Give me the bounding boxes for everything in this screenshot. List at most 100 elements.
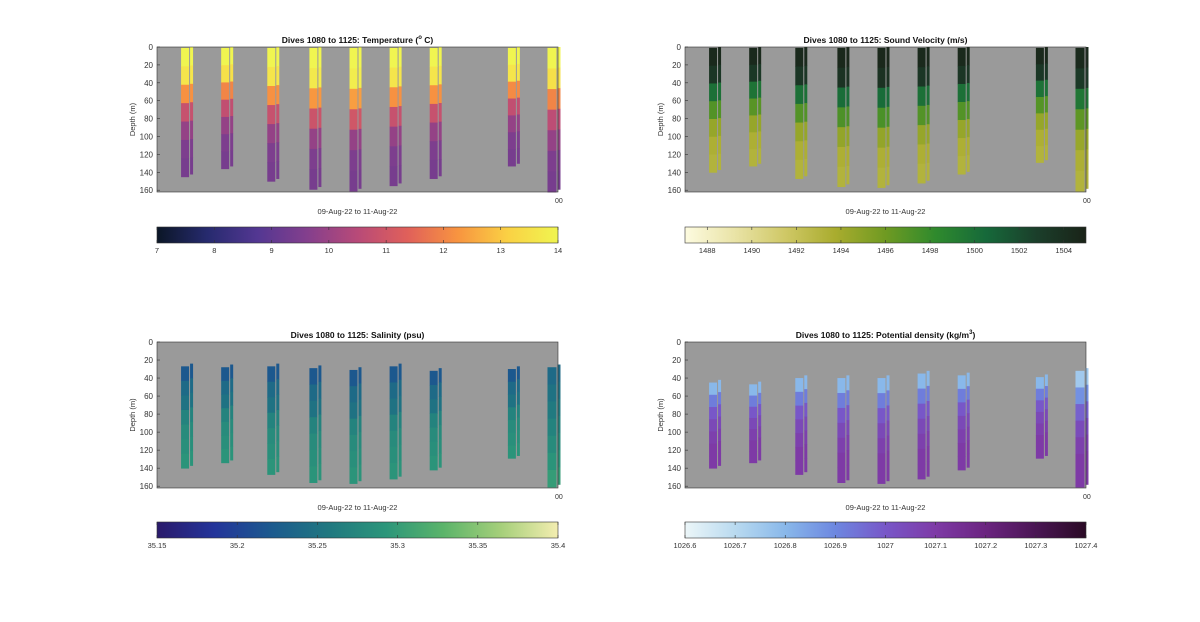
profile-cell (516, 442, 520, 456)
profile-cell (957, 138, 966, 157)
profile-cell (917, 433, 926, 450)
profile-cell (221, 82, 230, 101)
profile-cell (349, 451, 358, 468)
profile-cell (877, 423, 886, 439)
profile-cell (709, 154, 718, 173)
profile-cell (1044, 128, 1048, 146)
profile-cell (507, 381, 516, 395)
profile-cell (1075, 68, 1085, 90)
profile-cell (846, 146, 850, 167)
profile-cell (795, 47, 804, 67)
profile-cell (349, 434, 358, 452)
profile-cell (1075, 437, 1085, 455)
profile-cell (547, 109, 557, 131)
profile-cell (309, 368, 318, 385)
profile-cell (1035, 129, 1044, 147)
chart-panel-1: 0 20 40 60 80 100 120 140 160 Depth (m) Dives 1080… (128, 35, 563, 255)
profile-cell (966, 101, 970, 120)
profile-cell (318, 414, 322, 432)
chart-title-suffix: C) (422, 35, 434, 45)
profile-cell (804, 416, 808, 431)
profile-cell (267, 443, 276, 460)
profile-cell (917, 388, 926, 405)
profile-cell (749, 429, 758, 441)
profile-cell (181, 139, 190, 159)
profile-cell (957, 456, 966, 471)
profile-cell (309, 384, 318, 402)
profile-cell (429, 399, 438, 414)
profile-cell (966, 399, 970, 414)
profile-cell (926, 400, 930, 417)
dive-profile (1035, 47, 1048, 163)
colorbar-tick-label: 1027 (877, 541, 894, 550)
profile-cell (230, 98, 234, 117)
profile-cell (1044, 145, 1048, 161)
profile-cell (804, 103, 808, 123)
profile-cell (804, 444, 808, 459)
profile-cell (507, 420, 516, 434)
profile-cell (389, 47, 398, 68)
profile-cell (318, 463, 322, 481)
profile-cell (1075, 170, 1085, 192)
profile-cell (190, 378, 194, 394)
y-tick-label: 80 (672, 115, 681, 124)
profile-cell (877, 408, 886, 424)
profile-cell (309, 449, 318, 467)
profile-cell (516, 404, 520, 418)
profile-cell (1044, 397, 1048, 410)
profile-cell (795, 419, 804, 434)
profile-cell (358, 448, 362, 465)
profile-cell (837, 47, 846, 69)
profile-cell (230, 64, 234, 82)
profile-cell (846, 435, 850, 451)
colorbar-tick-label: 1504 (1055, 246, 1072, 255)
profile-cell (1035, 400, 1044, 413)
profile-cell (718, 118, 722, 137)
profile-cell (276, 440, 280, 457)
profile-cell (837, 127, 846, 148)
profile-cell (276, 409, 280, 426)
colorbar-tick-label: 1026.8 (774, 541, 797, 550)
profile-cell (957, 402, 966, 417)
axes-frame (156, 341, 559, 489)
profile-cell (795, 66, 804, 86)
dive-profile (181, 363, 194, 469)
profile-cell (190, 120, 194, 140)
profile-cell (877, 107, 886, 129)
profile-cell (309, 88, 318, 109)
y-tick-label: 0 (677, 338, 682, 347)
colorbar-tick-label: 35.15 (148, 541, 167, 550)
profile-cell (358, 47, 362, 68)
dive-profile (221, 47, 234, 170)
profile-cell (547, 469, 557, 488)
profile-cell (507, 407, 516, 421)
profile-cell (926, 431, 930, 447)
chart-panel-3: 0 20 40 60 80 100 120 140 160 Depth (m) Dives 1080… (128, 330, 565, 550)
profile-cell (276, 123, 280, 143)
profile-cell (190, 407, 194, 423)
profile-cell (267, 366, 276, 383)
profile-cell (966, 426, 970, 441)
profile-cell (718, 453, 722, 466)
profile-cell (181, 158, 190, 178)
profile-cell (438, 140, 442, 160)
y-tick-label: 160 (140, 482, 154, 491)
profile-cell (1085, 67, 1089, 89)
colorbar-tick-label: 35.3 (390, 541, 405, 550)
profile-cell (516, 391, 520, 405)
profile-cell (917, 463, 926, 480)
profile-cell (804, 65, 808, 85)
profile-cell (926, 416, 930, 432)
x-axis-label: 09-Aug-22 to 11-Aug-22 (318, 207, 398, 216)
colorbar-tick-label: 35.2 (230, 541, 245, 550)
profile-cell (190, 157, 194, 175)
dive-profile (221, 364, 234, 464)
profile-cell (516, 63, 520, 82)
profile-cell (398, 411, 402, 429)
profile-cell (318, 87, 322, 109)
dive-profile (267, 47, 280, 182)
chart-panel-2: 0 20 40 60 80 100 120 140 160 Depth (m) Dives 1080… (656, 35, 1091, 255)
profile-cell (507, 445, 516, 459)
profile-cell (507, 394, 516, 408)
profile-cell (1085, 47, 1089, 68)
